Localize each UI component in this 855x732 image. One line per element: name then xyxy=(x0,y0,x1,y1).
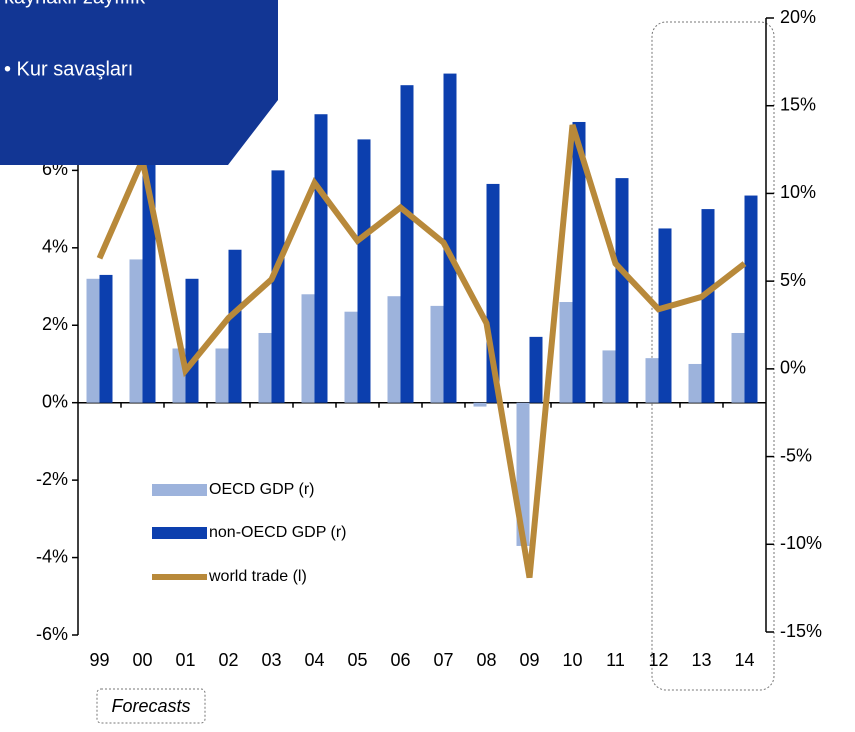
bar xyxy=(559,302,573,403)
bar xyxy=(443,73,457,403)
bar xyxy=(185,278,199,403)
bar xyxy=(658,228,672,403)
overlay-text: • Kur savaşları xyxy=(4,58,133,80)
legend-swatch xyxy=(152,484,207,496)
bar xyxy=(86,278,100,403)
legend-swatch xyxy=(152,527,207,539)
y2-tick-label: 0% xyxy=(780,358,806,378)
x-tick-label: 12 xyxy=(648,650,668,670)
bar xyxy=(602,350,616,403)
bar xyxy=(688,363,702,403)
bar xyxy=(301,294,315,403)
x-tick-label: 07 xyxy=(433,650,453,670)
y-tick-label: -2% xyxy=(36,469,68,489)
x-tick-label: 09 xyxy=(519,650,539,670)
overlay-panel xyxy=(0,0,278,165)
y2-tick-label: -15% xyxy=(780,621,822,641)
x-tick-label: 11 xyxy=(606,650,625,670)
forecast-label-box xyxy=(96,688,206,724)
x-tick-label: 13 xyxy=(691,650,711,670)
bar xyxy=(744,195,758,403)
bar xyxy=(357,139,371,403)
x-tick-label: 01 xyxy=(175,650,195,670)
x-tick-label: 00 xyxy=(132,650,152,670)
forecast-label: Forecasts xyxy=(111,696,190,716)
y-tick-label: -4% xyxy=(36,546,68,566)
y2-tick-label: 15% xyxy=(780,94,816,114)
overlay-text: kaynaklı zayıflık xyxy=(4,0,146,8)
bar xyxy=(529,336,543,403)
x-tick-label: 03 xyxy=(261,650,281,670)
bar xyxy=(314,114,328,403)
x-tick-label: 05 xyxy=(347,650,367,670)
legend-label: non-OECD GDP (r) xyxy=(209,524,347,541)
forecast-frame xyxy=(651,21,775,691)
y2-tick-label: 10% xyxy=(780,182,816,202)
bar xyxy=(99,274,113,403)
y-tick-label: -6% xyxy=(36,624,68,644)
bar xyxy=(645,358,659,403)
bar xyxy=(572,121,586,403)
bar xyxy=(731,332,745,403)
y2-tick-label: 5% xyxy=(780,270,806,290)
bar xyxy=(615,178,629,403)
x-tick-label: 14 xyxy=(734,650,754,670)
bar xyxy=(271,170,285,403)
bar xyxy=(344,311,358,403)
bar xyxy=(701,209,715,403)
bar xyxy=(129,259,143,403)
legend-label: OECD GDP (r) xyxy=(209,481,314,498)
bar xyxy=(215,348,229,403)
bar xyxy=(258,332,272,403)
x-tick-label: 08 xyxy=(476,650,496,670)
y2-tick-label: -5% xyxy=(780,445,812,465)
x-tick-label: 06 xyxy=(390,650,410,670)
bar xyxy=(387,296,401,403)
y-tick-label: 4% xyxy=(42,237,68,257)
bar xyxy=(473,402,487,407)
legend-label: world trade (l) xyxy=(208,568,307,585)
y2-tick-label: 20% xyxy=(780,7,816,27)
y-tick-label: 2% xyxy=(42,314,68,334)
y-tick-label: 0% xyxy=(42,391,68,411)
trade-line xyxy=(96,124,747,579)
x-tick-label: 04 xyxy=(304,650,324,670)
bar xyxy=(228,249,242,403)
x-tick-label: 10 xyxy=(562,650,582,670)
x-tick-label: 99 xyxy=(89,650,109,670)
bar xyxy=(430,305,444,403)
x-tick-label: 02 xyxy=(218,650,238,670)
y2-tick-label: -10% xyxy=(780,533,822,553)
bar xyxy=(400,85,414,403)
